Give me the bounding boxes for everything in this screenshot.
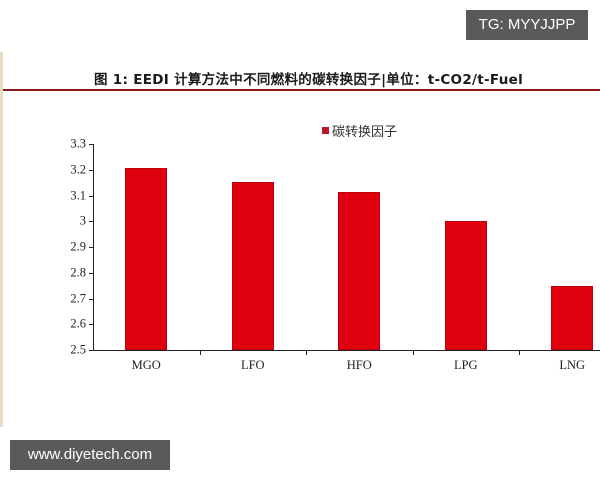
site-watermark-badge: www.diyetech.com bbox=[10, 440, 170, 470]
bar-mgo bbox=[125, 168, 168, 350]
x-tick-label: HFO bbox=[346, 358, 372, 372]
y-tick bbox=[89, 144, 93, 145]
y-tick bbox=[89, 272, 93, 274]
y-tick bbox=[89, 298, 93, 300]
legend-label: 碳转换因子 bbox=[332, 124, 398, 139]
x-tick bbox=[306, 351, 307, 355]
y-tick-label: 3 bbox=[79, 213, 86, 228]
x-tick bbox=[412, 351, 414, 355]
chart-legend: 碳转换因子 bbox=[322, 121, 397, 140]
legend-swatch-icon bbox=[322, 127, 329, 134]
title-rule bbox=[3, 89, 600, 91]
x-tick-label: LFO bbox=[240, 358, 265, 372]
figure-title: 图 1: EEDI 计算方法中不同燃料的碳转换因子|单位：t-CO2/t-Fue… bbox=[94, 72, 524, 88]
x-tick-label: MGO bbox=[131, 358, 161, 372]
y-tick-label: 2.8 bbox=[70, 265, 86, 280]
y-tick bbox=[89, 324, 93, 326]
y-tick-label: 2.5 bbox=[70, 342, 86, 357]
x-axis bbox=[93, 350, 600, 351]
y-tick-label: 2.7 bbox=[70, 291, 86, 305]
left-border bbox=[0, 52, 3, 427]
x-tick bbox=[519, 351, 520, 355]
y-tick-label: 3.2 bbox=[70, 162, 86, 177]
bar-lng bbox=[551, 285, 594, 350]
bar-hfo bbox=[338, 191, 381, 350]
y-tick bbox=[89, 169, 93, 171]
x-tick-label: LNG bbox=[559, 358, 586, 372]
y-tick bbox=[89, 350, 93, 351]
y-tick-label: 2.6 bbox=[70, 316, 86, 331]
y-tick bbox=[89, 221, 93, 223]
y-tick bbox=[89, 195, 93, 197]
y-tick-label: 3.3 bbox=[70, 136, 86, 151]
y-axis bbox=[93, 144, 94, 351]
x-tick-label: LPG bbox=[453, 358, 478, 372]
bar-lpg bbox=[444, 221, 487, 350]
bar-lfo bbox=[231, 182, 274, 350]
y-tick-label: 3.1 bbox=[70, 188, 86, 202]
y-tick bbox=[89, 247, 93, 248]
y-tick-label: 2.9 bbox=[70, 239, 86, 254]
x-tick bbox=[199, 351, 201, 355]
tg-watermark-badge: TG: MYYJJPP bbox=[466, 10, 588, 40]
